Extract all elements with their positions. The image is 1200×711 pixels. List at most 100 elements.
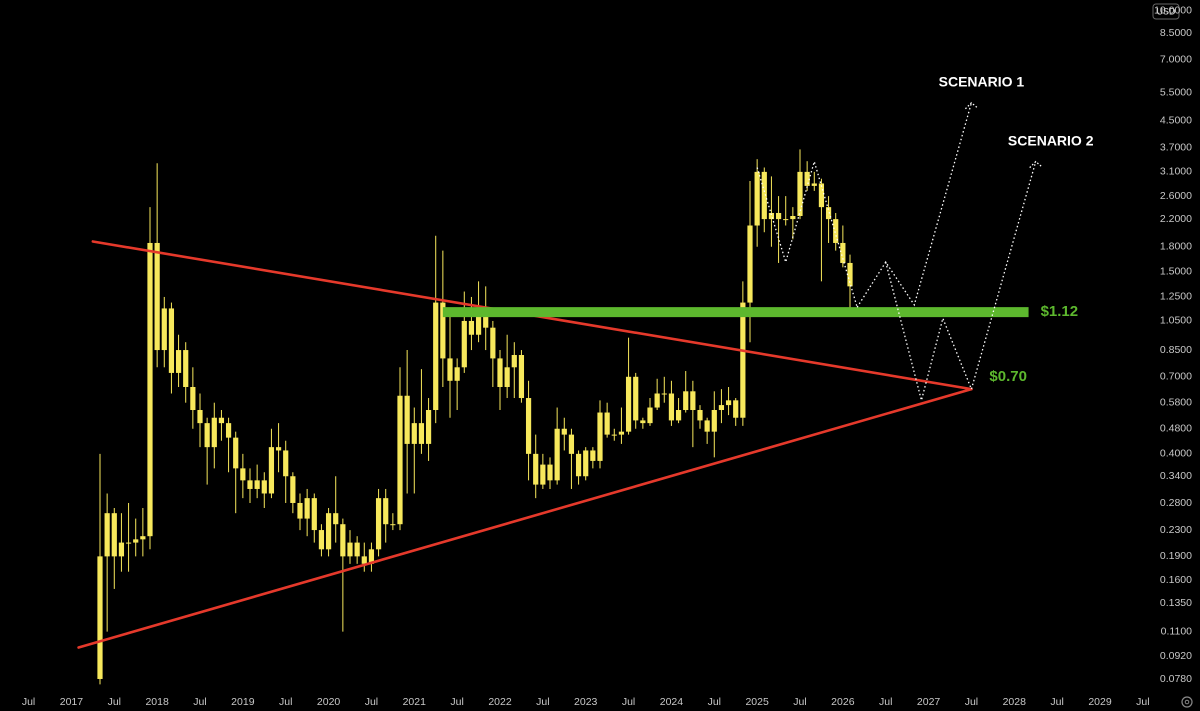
candle-body xyxy=(268,447,275,494)
settings-gear-center[interactable] xyxy=(1184,699,1190,705)
candle-body xyxy=(147,242,153,537)
x-tick-label: Jul xyxy=(22,696,35,708)
settings-gear[interactable] xyxy=(1181,696,1193,708)
candle-body xyxy=(125,542,132,544)
candle-body xyxy=(575,453,582,477)
candle-body xyxy=(304,498,310,519)
candle-body xyxy=(754,171,760,226)
candle-body xyxy=(497,358,503,388)
candle-body xyxy=(340,524,346,557)
candle-body xyxy=(540,464,546,485)
trendline xyxy=(77,387,973,649)
x-tick-label: 2023 xyxy=(574,696,598,708)
y-tick-label: 0.2300 xyxy=(1160,524,1192,536)
candle-body xyxy=(175,350,182,373)
candle-body xyxy=(275,447,282,451)
candle-body xyxy=(104,513,110,557)
y-tick-label: 1.5000 xyxy=(1160,266,1192,278)
y-tick-label: 0.4000 xyxy=(1160,448,1192,460)
x-tick-label: 2028 xyxy=(1003,696,1027,708)
candle-body xyxy=(790,216,796,220)
candle-body xyxy=(597,412,603,461)
currency-label[interactable]: USD xyxy=(1156,6,1176,16)
x-tick-label: Jul xyxy=(365,696,378,708)
y-tick-label: 8.5000 xyxy=(1160,27,1192,39)
scenario-label: SCENARIO 1 xyxy=(939,73,1025,89)
y-tick-label: 1.0500 xyxy=(1160,315,1192,327)
candle-body xyxy=(604,412,610,435)
candle-body xyxy=(261,480,267,494)
y-tick-label: 0.0920 xyxy=(1160,650,1192,662)
candle-body xyxy=(361,556,367,564)
candle-body xyxy=(325,513,332,550)
candle-body xyxy=(418,423,425,444)
currency-button[interactable] xyxy=(1152,3,1180,20)
candle-body xyxy=(547,464,553,481)
arrow-head xyxy=(1029,160,1043,169)
y-tick-label: 0.1600 xyxy=(1160,574,1192,586)
candle-body xyxy=(504,367,510,388)
zone-label: $1.12 xyxy=(1041,303,1079,320)
candle-body xyxy=(311,498,317,531)
x-tick-label: Jul xyxy=(1050,696,1063,708)
candle-body xyxy=(161,308,167,351)
candle-body xyxy=(347,542,353,557)
candle-body xyxy=(561,428,567,435)
candle-body xyxy=(697,410,703,421)
candle-body xyxy=(483,314,489,328)
x-tick-label: 2017 xyxy=(60,696,84,708)
y-tick-label: 3.1000 xyxy=(1160,166,1192,178)
y-tick-label: 0.7000 xyxy=(1160,371,1192,383)
y-tick-label: 0.1100 xyxy=(1161,625,1192,637)
candle-body xyxy=(711,410,717,432)
candle-body xyxy=(611,434,617,436)
candle-body xyxy=(675,410,682,421)
candle-body xyxy=(97,556,103,679)
y-tick-label: 2.6000 xyxy=(1160,190,1192,202)
x-tick-label: 2024 xyxy=(660,696,684,708)
x-tick-label: Jul xyxy=(193,696,206,708)
candle-body xyxy=(368,549,375,564)
candle-body xyxy=(204,423,210,448)
candle-body xyxy=(375,498,382,550)
candle-body xyxy=(704,420,710,432)
candle-body xyxy=(490,327,496,359)
x-tick-label: Jul xyxy=(965,696,978,708)
candle-body xyxy=(233,437,239,469)
x-tick-label: Jul xyxy=(622,696,635,708)
candle-body xyxy=(511,355,517,368)
x-tick-label: 2022 xyxy=(488,696,512,708)
scenario-label: SCENARIO 2 xyxy=(1008,132,1094,148)
y-tick-label: 2.2000 xyxy=(1160,213,1192,225)
candle-body xyxy=(718,405,725,411)
candle-body xyxy=(590,450,596,461)
y-tick-label: 0.8500 xyxy=(1160,344,1192,356)
candle-body xyxy=(397,395,403,525)
candle-body xyxy=(183,350,189,388)
candle-body xyxy=(525,398,532,454)
y-tick-label: 1.8000 xyxy=(1160,241,1192,253)
candle-body xyxy=(133,539,139,543)
candle-body xyxy=(825,207,832,220)
candle-body xyxy=(647,407,653,424)
candle-body xyxy=(140,536,146,540)
candle-body xyxy=(633,376,639,421)
y-tick-label: 4.5000 xyxy=(1160,114,1192,126)
candle-body xyxy=(247,480,253,489)
candle-body xyxy=(433,302,439,411)
candle-body xyxy=(740,302,746,418)
y-tick-label: 5.5000 xyxy=(1160,87,1192,99)
candle-body xyxy=(190,387,196,411)
candle-body xyxy=(733,400,739,418)
candle-body xyxy=(690,391,696,411)
y-tick-label: 0.1350 xyxy=(1160,597,1192,609)
candle-body xyxy=(461,320,467,368)
settings-icon[interactable] xyxy=(1181,696,1193,708)
candle-body xyxy=(811,183,817,186)
y-tick-label: 0.2800 xyxy=(1160,497,1192,509)
candle-body xyxy=(654,393,660,408)
x-tick-label: 2019 xyxy=(231,696,255,708)
x-tick-label: 2020 xyxy=(317,696,341,708)
